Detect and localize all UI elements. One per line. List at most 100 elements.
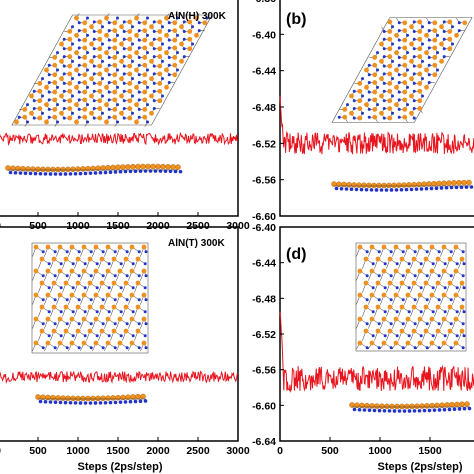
panel-a-top-view-atom: [44, 67, 49, 73]
panel-c-top-view-atom: [77, 274, 81, 278]
panel-a-top-view-atom: [92, 47, 96, 51]
panel-c-top-view-atom: [75, 280, 81, 286]
panel-d-top-view-atom: [431, 310, 435, 314]
panel-d-top-view-atom: [411, 280, 417, 286]
panel-d-side-view-atom: [364, 402, 370, 409]
panel-b-top-view-atom: [427, 38, 431, 42]
panel-b-top-view-atom: [387, 115, 393, 121]
panel-c-top-view-atom: [135, 256, 141, 262]
panel-d-side-view-atom: [427, 408, 432, 413]
panel-d-top-view-atom: [425, 274, 429, 278]
panel-b-top-view-atom: [412, 47, 416, 51]
panel-a-top-view-atom: [77, 73, 81, 77]
panel-c-top-view-atom: [65, 250, 69, 254]
panel-a-top-view-atom: [149, 58, 154, 64]
panel-b-top-view-atom: [397, 55, 401, 59]
panel-c-top-view-atom: [39, 328, 45, 334]
panel-a-top-view-atom: [97, 19, 103, 25]
panel-a-top-view-atom: [122, 20, 126, 24]
panel-d-top-view-atom: [389, 346, 393, 350]
panel-a-top-view-atom: [152, 81, 156, 85]
panel-d-side-view-atom: [464, 401, 470, 407]
panel-b-top-view-atom: [447, 46, 453, 52]
panel-d-side-view-atom: [394, 403, 400, 410]
panel-a-top-view-atom: [97, 115, 103, 121]
panel-b-side-view-atom: [409, 187, 414, 192]
panel-a-top-view-atom: [17, 115, 21, 119]
panel-d-top-view-atom: [357, 244, 363, 250]
panel-b-top-view-atom: [432, 62, 438, 68]
panel-a-top-view-atom: [149, 76, 154, 82]
panel-b-top-view-atom: [364, 67, 369, 73]
panel-a-side-view-atom: [175, 164, 181, 170]
panel-c-side-view-atom: [100, 395, 106, 401]
panel-c-top-view-atom: [33, 244, 39, 250]
panel-d-top-view-atom: [453, 244, 459, 250]
panel-a-top-view-atom: [187, 19, 193, 25]
panel-a-top-view-atom: [134, 50, 139, 56]
panel-a-top-view-atom: [62, 89, 66, 93]
panel-a-top-view-atom: [52, 80, 58, 85]
panel-b-top-view-atom: [387, 63, 393, 69]
panel-b-top-view-atom: [372, 89, 378, 95]
panel-a-top-view-atom: [122, 81, 126, 85]
panel-a-top-view-atom: [62, 107, 66, 111]
panel-a-top-view-atom: [67, 36, 73, 42]
panel-c-top-view-atom: [87, 256, 93, 262]
panel-d-top-view-atom: [381, 268, 387, 274]
panel-c-side-view-atom: [108, 400, 113, 405]
panel-a-top-view-atom: [104, 102, 109, 108]
panel-a-top-view-atom: [112, 80, 118, 85]
panel-b-top-view-atom: [357, 88, 363, 94]
panel-c-top-view-atom: [75, 328, 81, 334]
panel-d-top-view-atom: [363, 328, 369, 334]
panel-a-top-view-atom: [97, 36, 103, 42]
panel-d-side-view-atom: [442, 407, 447, 412]
panel-b-top-view-atom: [432, 45, 438, 51]
panel-a-top-view-atom: [112, 45, 118, 51]
panel-b-top-view-atom: [364, 84, 369, 90]
panel-c-top-view-atom: [33, 292, 39, 298]
panel-c-top-view-atom: [105, 316, 111, 322]
panel-a-top-view-atom: [59, 110, 64, 116]
panel-a-top-view-atom: [167, 46, 171, 50]
panel-a-top-view-atom: [92, 116, 96, 120]
panel-c-side-view-atom: [75, 395, 81, 402]
panel-a-top-view-atom: [157, 29, 163, 34]
panel-c-top-view-atom: [77, 298, 81, 302]
panel-a-top-view-atom: [112, 55, 118, 60]
panel-b-top-view-atom: [394, 32, 399, 38]
panel-c-top-view-atom: [95, 310, 99, 314]
panel-c-top-view-atom: [143, 334, 147, 338]
panel-c-side-view-atom: [45, 394, 51, 401]
panel-c-top-view-atom: [53, 274, 57, 278]
panel-a-top-view-atom: [89, 58, 94, 64]
panel-b-top-view-atom: [402, 89, 408, 95]
panel-d-top-view-atom: [441, 316, 447, 322]
panel-b-top-view-atom: [417, 88, 423, 94]
panel-c-top-view-atom: [45, 244, 51, 250]
panel-a-side-view-atom: [38, 171, 43, 176]
panel-a-top-view-atom: [67, 115, 73, 121]
panel-a-top-view-atom: [97, 81, 103, 86]
panel-a-top-view-atom: [142, 114, 148, 120]
panel-a-top-view-atom: [67, 88, 73, 94]
panel-a-top-view-atom: [134, 102, 139, 108]
panel-a-top-view-atom: [164, 67, 169, 73]
panel-d-top-view-atom: [369, 292, 375, 298]
panel-a-top-view-atom: [29, 93, 34, 99]
panel-d-xlabel: Steps (2ps/step): [378, 461, 463, 473]
panel-b-top-view-atom: [409, 93, 414, 99]
panel-a-top-view-atom: [112, 62, 118, 68]
panel-a-top-view-atom: [82, 55, 88, 60]
panel-a-top-view-atom: [134, 67, 139, 73]
panel-a-top-view-atom: [157, 63, 163, 69]
panel-c-top-view-atom: [75, 304, 81, 310]
panel-a-top-view-atom: [32, 107, 36, 111]
panel-d-top-view-atom: [405, 340, 411, 346]
panel-d-top-view-atom: [377, 322, 381, 326]
panel-c-top-view-atom: [81, 316, 87, 322]
panel-d-top-view-atom: [383, 262, 387, 266]
panel-a-top-view-atom: [172, 72, 178, 78]
panel-d-top-view-atom: [377, 346, 381, 350]
